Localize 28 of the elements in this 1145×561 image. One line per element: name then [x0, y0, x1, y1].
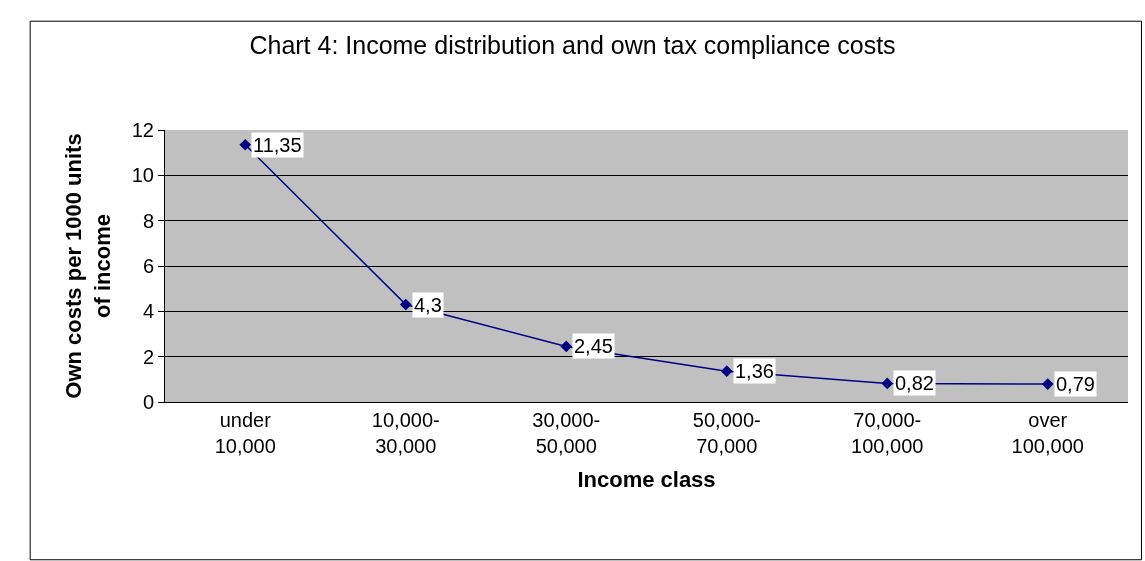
data-label: 1,36 [735, 360, 774, 382]
x-tick-label: 70,000- 100,000 [851, 409, 924, 457]
data-label: 2,45 [574, 335, 613, 357]
x-tick-label: 30,000- 50,000 [532, 409, 601, 457]
data-label: 4,3 [414, 294, 442, 316]
y-tick-label: 6 [142, 255, 154, 277]
y-tick-label: 10 [131, 164, 154, 187]
x-tick-label: over 100,000 [1011, 409, 1084, 457]
point [720, 365, 733, 378]
data-label: 11,35 [253, 134, 302, 156]
point [1041, 378, 1054, 390]
chart-title: Chart 4: Income distribution and own tax compliance costs [249, 30, 896, 59]
point [399, 298, 412, 311]
y-tick-label: 2 [142, 345, 154, 368]
data-label: 0,79 [1056, 373, 1095, 395]
x-tick-label: 50,000- 70,000 [692, 409, 761, 457]
point [239, 138, 252, 151]
point [560, 340, 573, 353]
y-tick-label: 12 [131, 119, 154, 141]
y-axis-title: Own costs per 1000 units of income [60, 133, 115, 399]
x-axis-title: Income class [577, 466, 716, 492]
point [881, 377, 894, 390]
y-tick-label: 4 [142, 300, 154, 323]
y-tick-label: 0 [142, 391, 154, 413]
data-label: 0,82 [895, 372, 934, 394]
x-tick-label: under 10,000 [214, 409, 276, 457]
y-tick-label: 8 [142, 209, 154, 232]
x-tick-label: 10,000- 30,000 [371, 409, 440, 457]
